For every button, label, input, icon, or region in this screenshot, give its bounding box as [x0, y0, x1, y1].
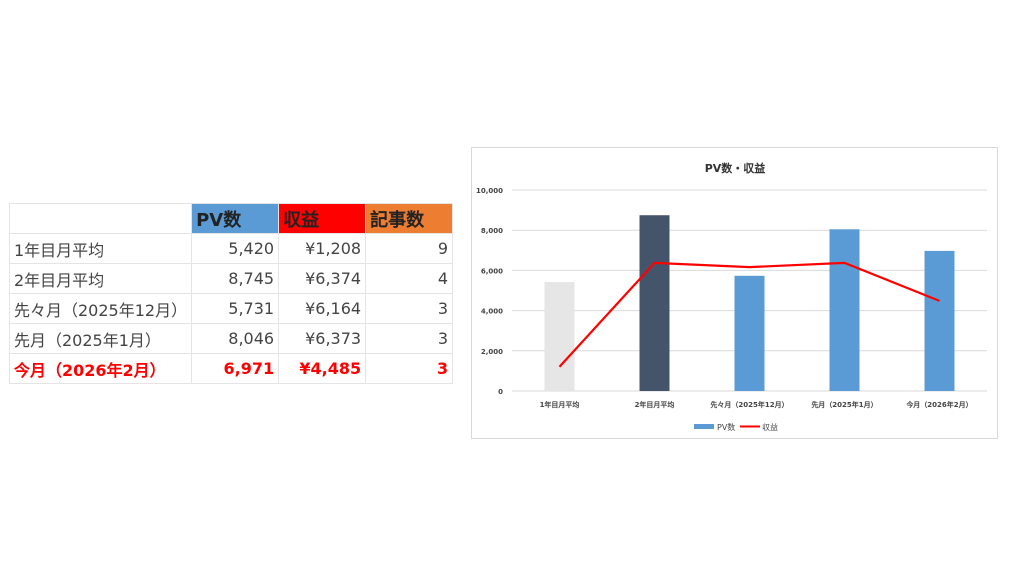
- y-tick-label: 4,000: [481, 308, 503, 316]
- chart: PV数・収益 0 2,000 4,000 6,000 8,000 10,000 1年目月平均…: [471, 147, 998, 439]
- row-label: 今月（2026年2月）: [8, 353, 193, 384]
- pv-cell: 5,731: [191, 293, 280, 324]
- pv-cell: 8,046: [191, 323, 280, 354]
- revenue-cell: ¥4,485: [278, 353, 367, 384]
- table-row: 先々月（2025年12月） 5,731 ¥6,164 3: [8, 293, 454, 324]
- x-tick-label: 先々月（2025年12月）: [710, 400, 788, 409]
- chart-title: PV数・収益: [705, 161, 766, 175]
- row-label: 先々月（2025年12月）: [8, 293, 193, 324]
- legend: PV数 収益: [694, 422, 778, 432]
- table-row: 先月（2025年1月） 8,046 ¥6,373 3: [8, 323, 454, 354]
- legend-revenue-label: 収益: [762, 422, 778, 432]
- y-tick-label: 2,000: [481, 348, 503, 356]
- table-row: 2年目月平均 8,745 ¥6,374 4: [8, 263, 454, 294]
- revenue-cell: ¥6,374: [278, 263, 367, 294]
- header-articles: 記事数: [365, 203, 454, 234]
- articles-cell: 3: [365, 323, 454, 354]
- pv-cell: 6,971: [191, 353, 280, 384]
- table-header-row: PV数 収益 記事数: [8, 203, 454, 234]
- revenue-cell: ¥6,164: [278, 293, 367, 324]
- legend-pv-swatch: [694, 424, 714, 429]
- legend-pv-label: PV数: [717, 422, 735, 432]
- y-tick-label: 0: [498, 388, 503, 396]
- revenue-cell: ¥6,373: [278, 323, 367, 354]
- pv-cell: 5,420: [191, 233, 280, 264]
- articles-cell: 9: [365, 233, 454, 264]
- table-row: 今月（2026年2月） 6,971 ¥4,485 3: [8, 353, 454, 384]
- header-pv: PV数: [191, 203, 280, 234]
- row-label: 2年目月平均: [8, 263, 193, 294]
- x-tick-label: 先月（2025年1月）: [811, 400, 877, 409]
- y-tick-label: 6,000: [481, 267, 503, 275]
- header-revenue: 収益: [278, 203, 367, 234]
- pv-cell: 8,745: [191, 263, 280, 294]
- bar-pv: [734, 275, 765, 391]
- summary-table: PV数 収益 記事数 1年目月平均 5,420 ¥1,208 9 2年目月平均 8,745…: [8, 203, 454, 384]
- articles-cell: 3: [365, 353, 454, 384]
- chart-svg: PV数・収益 0 2,000 4,000 6,000 8,000 10,000 1年目月平均…: [476, 161, 987, 432]
- bar-pv: [924, 250, 955, 391]
- revenue-cell: ¥1,208: [278, 233, 367, 264]
- x-tick-label: 今月（2026年2月）: [905, 400, 972, 409]
- table-row: 1年目月平均 5,420 ¥1,208 9: [8, 233, 454, 264]
- bar-pv: [639, 215, 670, 391]
- articles-cell: 3: [365, 293, 454, 324]
- x-tick-label: 2年目月平均: [635, 400, 675, 409]
- bar-pv: [544, 282, 575, 391]
- y-tick-label: 10,000: [476, 187, 503, 195]
- bar-pv: [829, 229, 860, 391]
- articles-cell: 4: [365, 263, 454, 294]
- row-label: 1年目月平均: [8, 233, 193, 264]
- row-label: 先月（2025年1月）: [8, 323, 193, 354]
- x-tick-label: 1年目月平均: [540, 400, 580, 409]
- header-blank: [8, 203, 193, 234]
- y-tick-label: 8,000: [481, 227, 503, 235]
